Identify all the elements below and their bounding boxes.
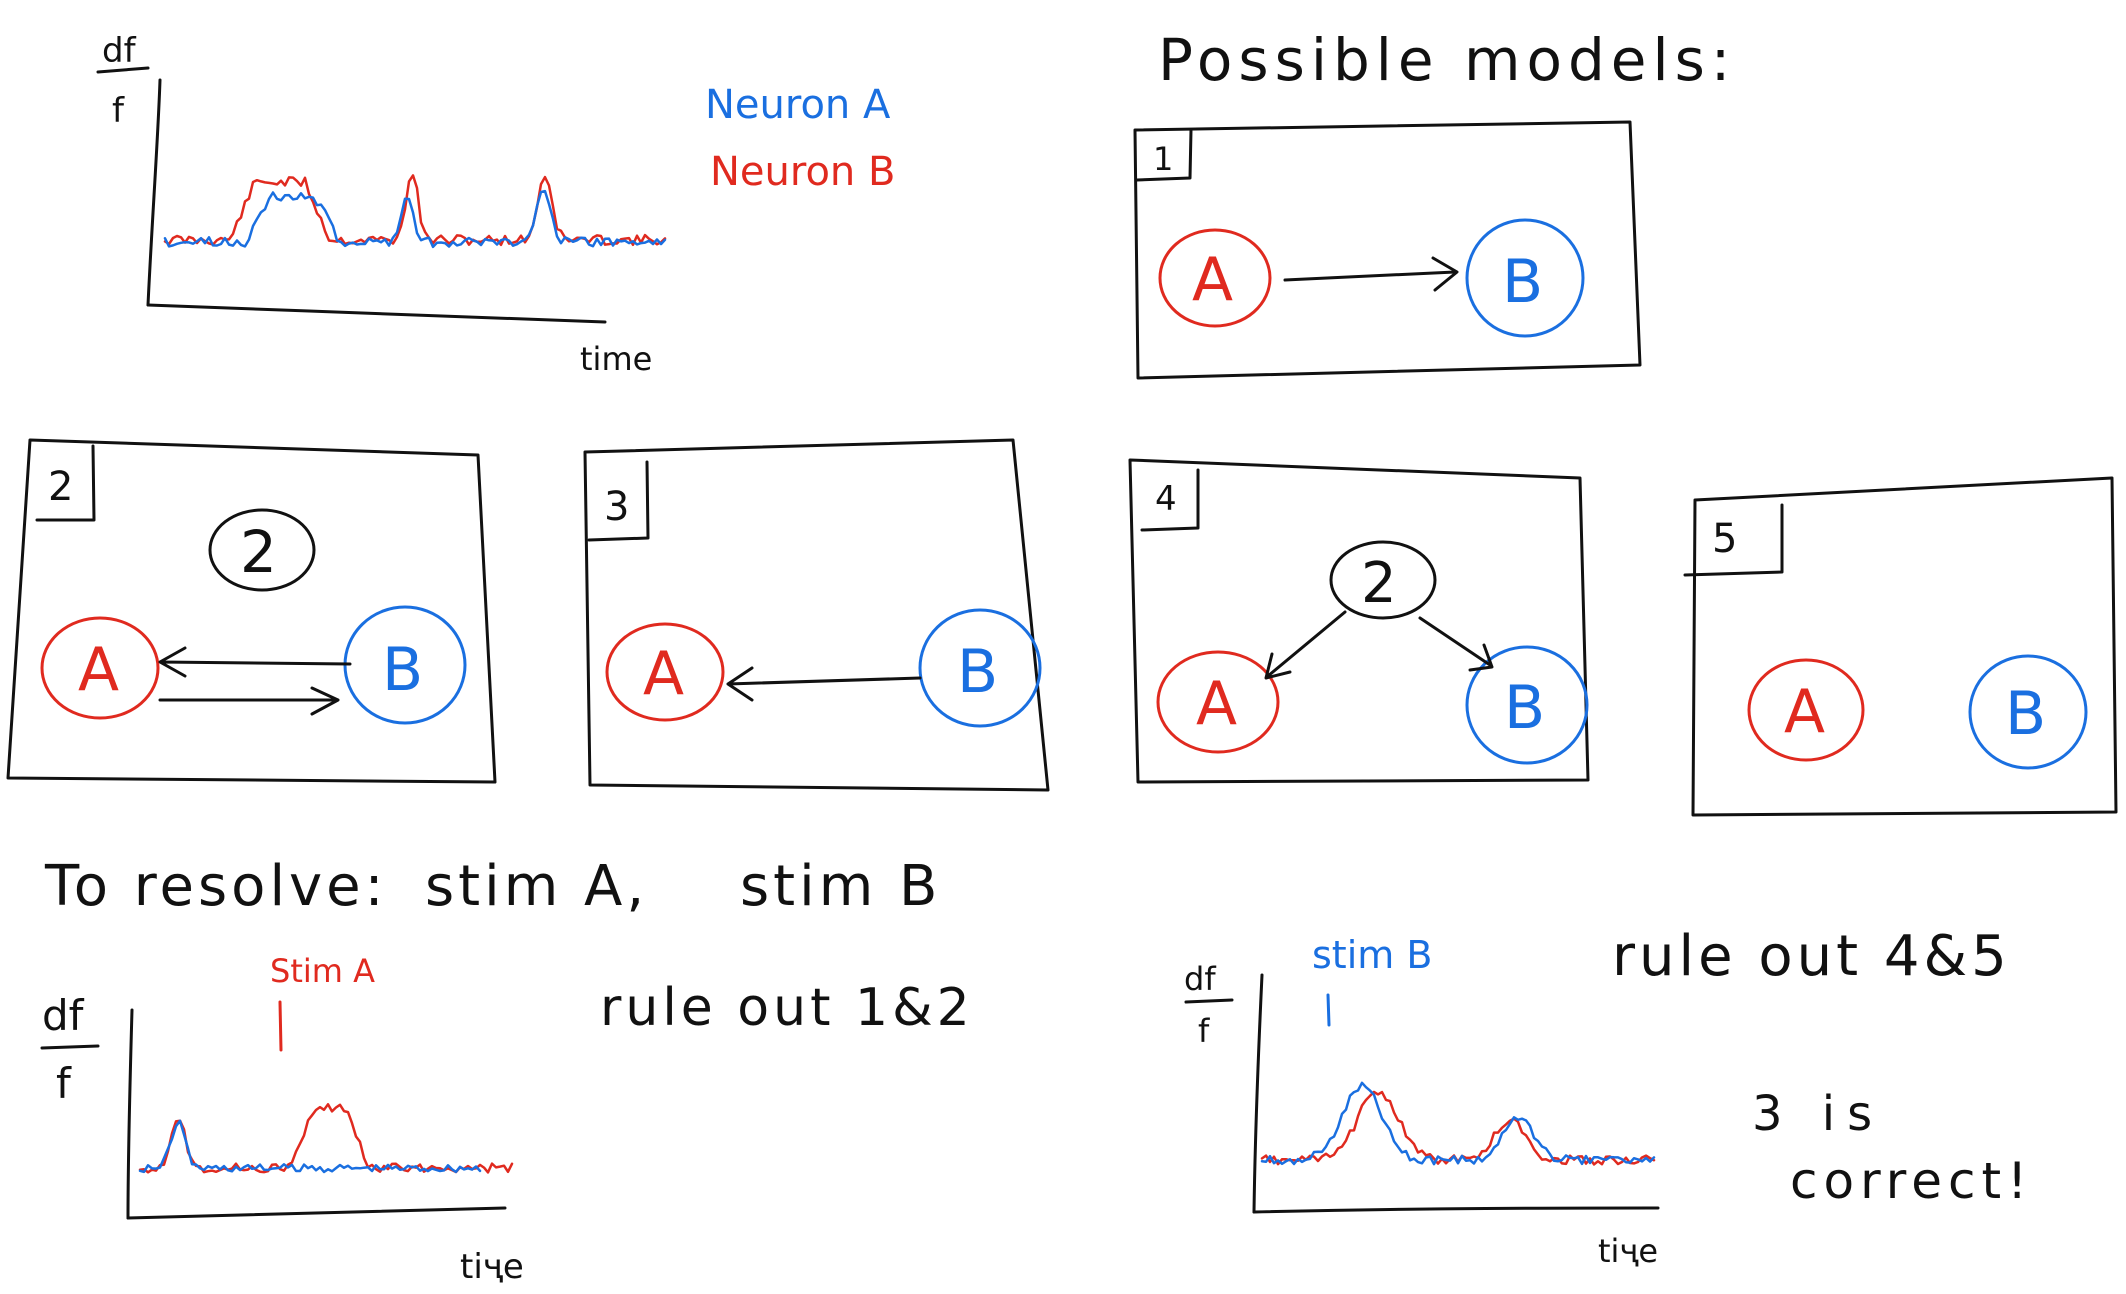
plot-stim-b-neuron-b-trace xyxy=(1260,1090,1656,1166)
model-3-arrow-b-to-a xyxy=(726,666,922,702)
plot-stim-a-stim-tick xyxy=(278,1000,283,1052)
model-4-node-b-label: B xyxy=(1504,673,1545,743)
plot-top-left-neuron-a-trace xyxy=(163,189,667,249)
conclusion-line-2: correct! xyxy=(1790,1152,2033,1210)
plot-stim-a-x-axis xyxy=(126,1206,507,1220)
top-axis-fraction-bar xyxy=(96,66,150,74)
model-4-node-b xyxy=(1465,645,1589,765)
model-1-number: 1 xyxy=(1153,140,1173,178)
stim-b-axis-f: f xyxy=(1198,1012,1210,1050)
stim-a-text: stim A, xyxy=(425,854,648,919)
plot-stim-a xyxy=(126,1000,514,1220)
model-2-number: 2 xyxy=(48,464,73,510)
model-3-number: 3 xyxy=(604,484,629,530)
model-5 xyxy=(1683,476,2118,817)
top-axis-f: f xyxy=(112,91,125,131)
model-3-number-box xyxy=(587,460,650,542)
model-2-node-a-label: A xyxy=(78,635,119,705)
stim-a-axis-df: df xyxy=(42,991,85,1040)
model-2-hidden-node xyxy=(208,508,316,592)
model-4 xyxy=(1128,458,1590,784)
model-4-hidden-label: 2 xyxy=(1361,551,1397,616)
conclusion-line-1: 3 is xyxy=(1752,1086,1884,1142)
plot-stim-b-x-axis xyxy=(1252,1206,1660,1214)
model-2-node-b-label: B xyxy=(382,635,423,705)
model-2-frame xyxy=(6,438,497,784)
model-1 xyxy=(1133,120,1642,380)
model-3-frame xyxy=(583,438,1050,792)
model-3-node-a xyxy=(605,622,725,722)
model-4-arrow-hidden-to-a xyxy=(1264,610,1347,680)
model-2-number-box xyxy=(35,444,96,522)
stim-a-axis-f: f xyxy=(56,1059,72,1108)
model-1-node-b-label: B xyxy=(1502,247,1543,317)
stim-b-axis-fraction-bar xyxy=(1184,998,1234,1004)
model-3-node-b xyxy=(918,608,1042,728)
plot-top-left-neuron-b-trace xyxy=(163,174,667,247)
model-5-node-a-label: A xyxy=(1784,677,1825,747)
model-1-node-a xyxy=(1158,228,1272,328)
legend-neuron-b: Neuron B xyxy=(710,149,895,195)
model-4-frame xyxy=(1128,458,1590,784)
model-5-node-a xyxy=(1747,658,1865,762)
model-1-node-a-label: A xyxy=(1192,245,1233,315)
plot-top-left-x-axis xyxy=(146,303,607,324)
title: Possible models: xyxy=(1158,26,1736,94)
to-resolve-text: To resolve: xyxy=(44,854,387,919)
model-1-number-box xyxy=(1135,128,1193,182)
model-2-arrow-a-to-b xyxy=(158,686,340,716)
stim-b-axis-df: df xyxy=(1184,960,1216,998)
model-1-arrow-a-to-b xyxy=(1283,256,1459,292)
plot-stim-b-y-axis xyxy=(1252,973,1264,1214)
stim-a-label: Stim A xyxy=(270,952,375,990)
stim-a-axis-fraction-bar xyxy=(40,1044,100,1050)
model-3-node-b-label: B xyxy=(957,637,998,707)
model-2 xyxy=(6,438,497,784)
model-5-node-b xyxy=(1968,654,2088,770)
rule-out-1-2: rule out 1&2 xyxy=(600,978,974,1038)
model-5-number-box xyxy=(1683,503,1784,577)
model-1-frame xyxy=(1133,120,1642,380)
plot-top-left-y-axis xyxy=(146,78,162,307)
model-3-node-a-label: A xyxy=(643,639,684,709)
model-4-node-a xyxy=(1156,650,1280,754)
model-3 xyxy=(583,438,1050,792)
stim-a-axis-time: tiҷe xyxy=(460,1247,524,1287)
stim-b-label: stim B xyxy=(1312,933,1432,977)
model-4-node-a-label: A xyxy=(1196,669,1237,739)
model-2-arrow-b-to-a xyxy=(158,646,352,678)
plot-stim-b xyxy=(1252,973,1660,1214)
plot-stim-b-stim-tick xyxy=(1326,993,1331,1027)
model-4-number-box xyxy=(1140,468,1200,532)
model-4-arrow-hidden-to-b xyxy=(1418,616,1494,672)
plot-stim-a-neuron-b-trace xyxy=(138,1103,514,1174)
model-1-node-b xyxy=(1465,218,1585,338)
legend-neuron-a: Neuron A xyxy=(705,82,891,128)
stim-b-text: stim B xyxy=(740,854,941,919)
plot-stim-a-y-axis xyxy=(126,1008,134,1220)
rule-out-4-5: rule out 4&5 xyxy=(1612,924,2011,989)
model-4-number: 4 xyxy=(1155,479,1177,519)
model-4-hidden-node xyxy=(1329,540,1437,620)
stim-b-axis-time: tiҷe xyxy=(1598,1232,1658,1270)
model-2-node-a xyxy=(40,616,160,720)
model-5-number: 5 xyxy=(1712,516,1737,562)
top-axis-df: df xyxy=(102,31,137,71)
plot-stim-a-neuron-a-trace xyxy=(138,1119,482,1174)
model-5-frame xyxy=(1691,476,2118,817)
model-5-node-b-label: B xyxy=(2005,679,2046,749)
plot-stim-b-neuron-a-trace xyxy=(1260,1081,1656,1166)
plot-top-left xyxy=(146,78,667,324)
model-2-hidden-label: 2 xyxy=(240,518,277,586)
top-axis-time: time xyxy=(580,340,652,378)
